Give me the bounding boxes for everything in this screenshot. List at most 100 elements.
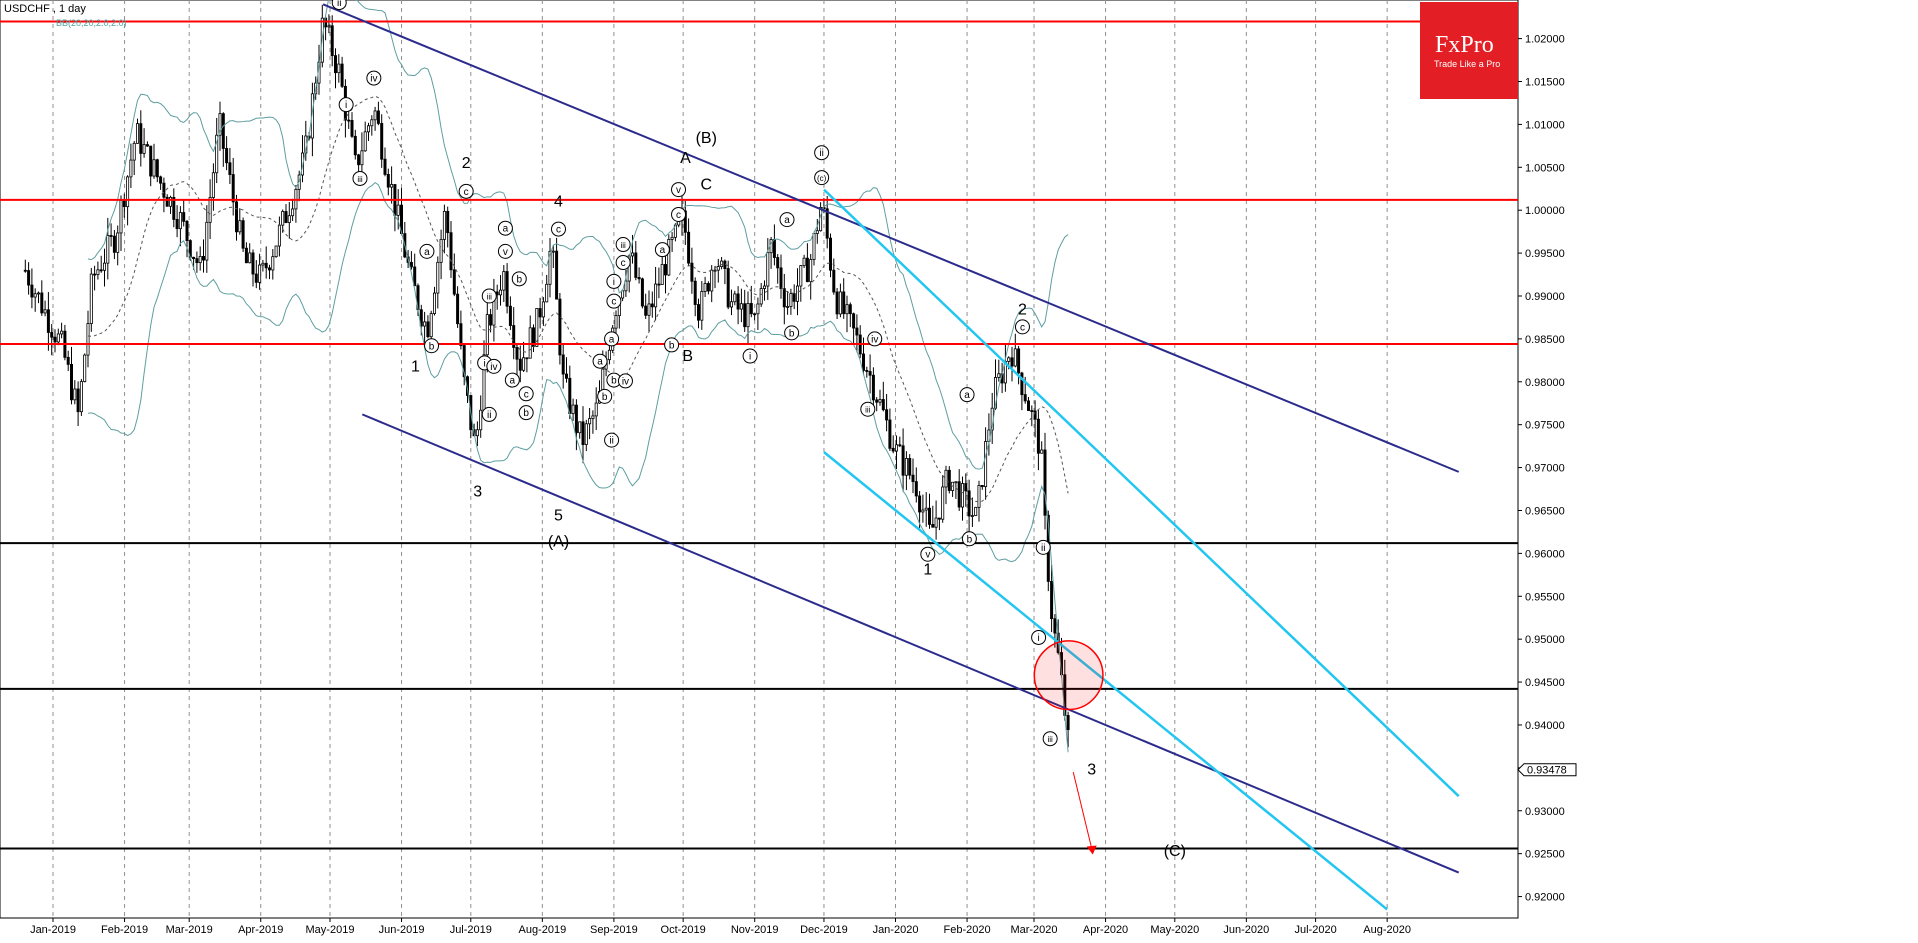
candle-body: [908, 458, 912, 476]
x-tick-label: Feb-2019: [101, 924, 148, 936]
candle-body: [33, 293, 37, 298]
x-tick-label: Dec-2019: [800, 924, 848, 936]
wave-label: b: [611, 376, 617, 387]
logo-tagline: Trade Like a Pro: [1434, 59, 1501, 69]
wave-label: c: [676, 210, 681, 221]
candle-body: [581, 421, 585, 445]
candle-body: [30, 284, 34, 298]
candle-body: [614, 315, 618, 329]
candle-body: [578, 421, 582, 434]
candle-body: [172, 196, 176, 220]
candle-body: [50, 332, 54, 338]
logo-name: FxPro: [1435, 32, 1494, 58]
candle-body: [637, 277, 641, 280]
candle-body: [647, 303, 651, 316]
wave-label: iii: [487, 292, 493, 301]
candle-body: [112, 235, 116, 253]
candle-body: [505, 271, 509, 307]
candle-body: [70, 363, 74, 401]
wave-label-circle: [331, 0, 347, 11]
candle-body: [83, 354, 87, 382]
y-tick-label: 0.99500: [1525, 248, 1565, 260]
wave-label-circle: [1042, 731, 1058, 747]
candle-body: [574, 404, 578, 434]
bollinger-lower: [87, 181, 1069, 753]
fxpro-logo[interactable]: FxPro Trade Like a Pro: [1420, 2, 1518, 99]
wave-label-circle: [604, 432, 620, 448]
candle-body: [799, 265, 803, 287]
x-tick-label: Nov-2019: [731, 924, 779, 936]
candle-body: [40, 292, 44, 314]
wave-label: a: [784, 215, 790, 226]
y-tick-label: 1.00000: [1525, 205, 1565, 217]
candle-body: [565, 373, 569, 379]
candle-body: [977, 485, 981, 508]
candle-body: [264, 262, 268, 269]
candle-body: [911, 474, 915, 483]
candle-body: [248, 252, 252, 264]
wave-label: 2: [462, 155, 471, 172]
candle-body: [449, 232, 453, 271]
candle-body: [967, 490, 971, 517]
candle-body: [353, 135, 357, 156]
y-tick-label: 0.95500: [1525, 591, 1565, 603]
candle-body: [697, 304, 701, 321]
candle-body: [383, 158, 387, 175]
wave-label-circle: [814, 170, 830, 186]
candle-body: [436, 261, 440, 294]
candle-body: [815, 230, 819, 234]
candle-body: [235, 201, 239, 233]
candle-body: [277, 224, 281, 247]
x-tick-label: Apr-2020: [1083, 924, 1128, 936]
candle-body: [43, 309, 47, 314]
candle-body: [225, 148, 229, 164]
candle-body: [340, 63, 344, 87]
wave-label-circle: [615, 255, 631, 271]
candle-body: [1017, 348, 1021, 374]
candle-body: [268, 267, 272, 271]
candle-body: [838, 291, 842, 315]
candle-body: [37, 292, 41, 295]
candle-body: [710, 269, 714, 292]
wave-label-circle: [961, 531, 977, 547]
wave-label-circle: [486, 358, 502, 374]
candle-body: [479, 409, 483, 431]
candle-body: [700, 291, 704, 321]
candle-body: [802, 257, 806, 267]
current-price-label: 0.93478: [1527, 765, 1567, 777]
wave-label-circle: [814, 145, 830, 161]
candle-body: [545, 283, 549, 303]
wave-label: v: [676, 185, 681, 196]
candle-body: [726, 268, 730, 308]
wave-label: v: [925, 550, 930, 561]
target-arrow-shaft: [1072, 772, 1093, 849]
wave-label-circle: [606, 293, 622, 309]
candle-body: [555, 250, 559, 300]
candle-body: [789, 293, 793, 307]
candle-body: [1027, 400, 1031, 411]
indicator-label: BB(20,20,2.0,2.0): [56, 18, 127, 28]
x-tick-label: Jun-2020: [1223, 924, 1269, 936]
x-tick-label: Sep-2019: [590, 924, 638, 936]
candle-body: [228, 162, 232, 175]
candle-body: [518, 358, 522, 371]
wave-label: 2: [1018, 302, 1027, 319]
candle-body: [683, 210, 687, 233]
wave-label-circle: [671, 182, 687, 198]
candle-body: [284, 211, 288, 223]
candle-body: [169, 196, 173, 207]
wave-label-circle: [419, 243, 435, 259]
y-tick-label: 0.94000: [1525, 720, 1565, 732]
wave-label: iii: [1047, 735, 1053, 744]
candle-body: [670, 236, 674, 240]
wave-label-circle: [779, 212, 795, 228]
y-tick-label: 0.97500: [1525, 420, 1565, 432]
candle-body: [535, 308, 539, 347]
wave-label-circle: [366, 70, 382, 86]
candle-body: [845, 304, 849, 315]
candle-body: [211, 172, 215, 198]
candle-body: [944, 469, 948, 488]
candle-body: [571, 404, 575, 414]
wave-label-circle: [860, 401, 876, 417]
candle-body: [330, 25, 334, 57]
